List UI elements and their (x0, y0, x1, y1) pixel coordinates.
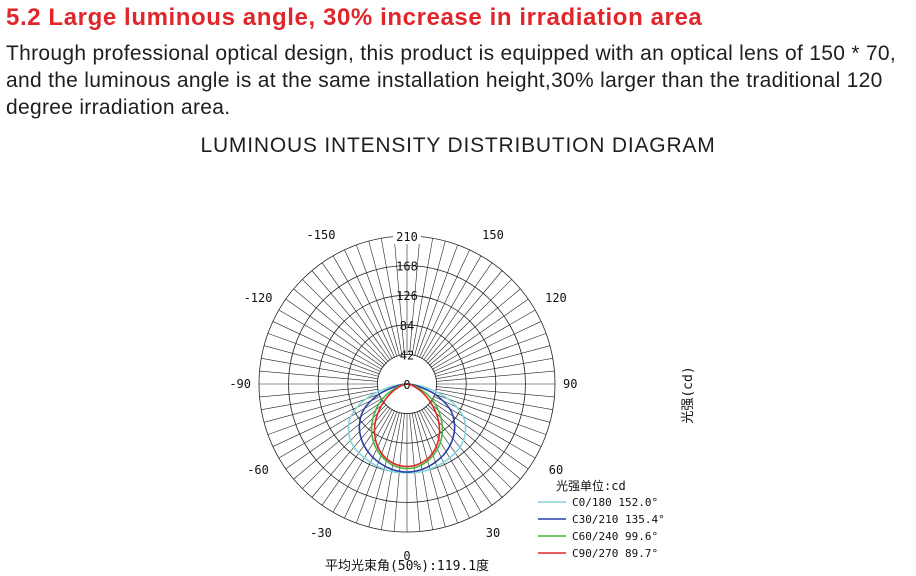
angle-label: 30 (486, 526, 500, 540)
angle-label: 90 (563, 377, 577, 391)
chart-legend: 光强单位:cd C0/180 152.0° C30/210 135.4° C60/24… (538, 478, 665, 560)
radial-label-bg (393, 226, 421, 244)
radial-tick-label: 84 (400, 319, 414, 333)
polar-spoke (421, 255, 482, 360)
polar-spoke (344, 410, 396, 519)
polar-spoke (321, 407, 391, 506)
intensity-curve (370, 383, 444, 470)
polar-spoke (414, 240, 446, 357)
polar-spoke (272, 321, 381, 373)
polar-spoke (356, 244, 398, 357)
angle-label: 120 (545, 291, 567, 305)
polar-spoke (434, 391, 551, 423)
polar-spoke (416, 411, 458, 524)
legend-entry: C90/270 89.7° (572, 547, 658, 560)
polar-spoke (435, 388, 553, 410)
y-axis-label: 光强(cd) (681, 366, 696, 423)
polar-spoke (321, 262, 391, 361)
polar-spoke (293, 402, 385, 480)
polar-spoke (418, 410, 470, 519)
polar-spoke (418, 249, 470, 358)
angle-label: -150 (307, 228, 336, 242)
radial-tick-label: 168 (396, 260, 418, 274)
angle-label: -120 (244, 291, 273, 305)
polar-spoke (430, 298, 529, 368)
angle-label: -30 (310, 526, 332, 540)
beam-angle-label: 平均光束角(50%):119.1度 (325, 558, 489, 574)
intensity-curves (347, 382, 467, 474)
polar-spoke (261, 388, 379, 410)
polar-spoke (434, 333, 547, 375)
polar-spoke (393, 236, 405, 356)
angle-label: 0 (403, 549, 410, 563)
polar-spoke (435, 370, 555, 382)
polar-spoke (409, 236, 421, 356)
polar-spoke (332, 408, 393, 513)
radial-tick-label: 0 (403, 378, 410, 392)
polar-spoke (429, 288, 521, 366)
polar-spoke (416, 244, 458, 357)
unit-label: 光强单位:cd (556, 478, 626, 493)
legend-entry: C0/180 152.0° (572, 496, 658, 509)
angle-label: 150 (482, 228, 504, 242)
angle-label: 60 (549, 463, 563, 477)
polar-spoke (381, 238, 403, 356)
polar-spoke (435, 358, 553, 380)
polar-spoke (259, 370, 379, 382)
intensity-curve (358, 383, 456, 473)
polar-spoke (302, 279, 387, 364)
polar-spoke (368, 240, 400, 357)
polar-spoke (272, 395, 381, 447)
polar-spoke (267, 333, 380, 375)
polar-spoke (263, 345, 380, 377)
section-body-text: Through professional optical design, thi… (6, 42, 897, 119)
polar-spoke (293, 288, 385, 366)
radial-tick-label: 126 (396, 289, 418, 303)
legend-entry: C60/240 99.6° (572, 530, 658, 543)
polar-spoke (434, 393, 547, 435)
polar-spoke (429, 402, 521, 480)
polar-spoke (267, 393, 380, 435)
polar-spoke (421, 408, 482, 513)
polar-spoke (423, 262, 493, 361)
radial-tick-label: 42 (400, 348, 414, 362)
polar-spoke (425, 270, 503, 362)
polar-grid (258, 226, 556, 533)
polar-spoke (433, 395, 542, 447)
section-heading: 5.2 Large luminous angle, 30% increase i… (6, 4, 703, 31)
polar-spoke (278, 309, 383, 370)
polar-spoke (261, 358, 379, 380)
intensity-curve (373, 383, 441, 468)
radial-tick-label: 210 (396, 230, 418, 244)
polar-spoke (344, 249, 396, 358)
polar-spoke (285, 298, 384, 368)
polar-spoke (423, 407, 493, 506)
polar-spoke (433, 321, 542, 373)
legend-entry: C30/210 135.4° (572, 513, 665, 526)
chart-title: LUMINOUS INTENSITY DISTRIBUTION DIAGRAM (200, 134, 716, 157)
polar-spoke (435, 386, 555, 398)
polar-spoke (263, 391, 380, 423)
polar-spoke (311, 270, 389, 362)
polar-spoke (430, 400, 529, 470)
polar-spoke (259, 386, 379, 398)
polar-labels: 210 168 126 84 42 0 -150 150 -120 120 -90 90 -60 60 -3… (229, 228, 696, 574)
polar-spoke (285, 400, 384, 470)
polar-spoke (427, 279, 512, 364)
polar-spoke (332, 255, 393, 360)
angle-label: -60 (247, 463, 269, 477)
angle-label: -90 (229, 377, 251, 391)
polar-spoke (431, 309, 536, 370)
polar-spoke (434, 345, 551, 377)
polar-spoke (356, 411, 398, 524)
polar-spoke (411, 238, 433, 356)
